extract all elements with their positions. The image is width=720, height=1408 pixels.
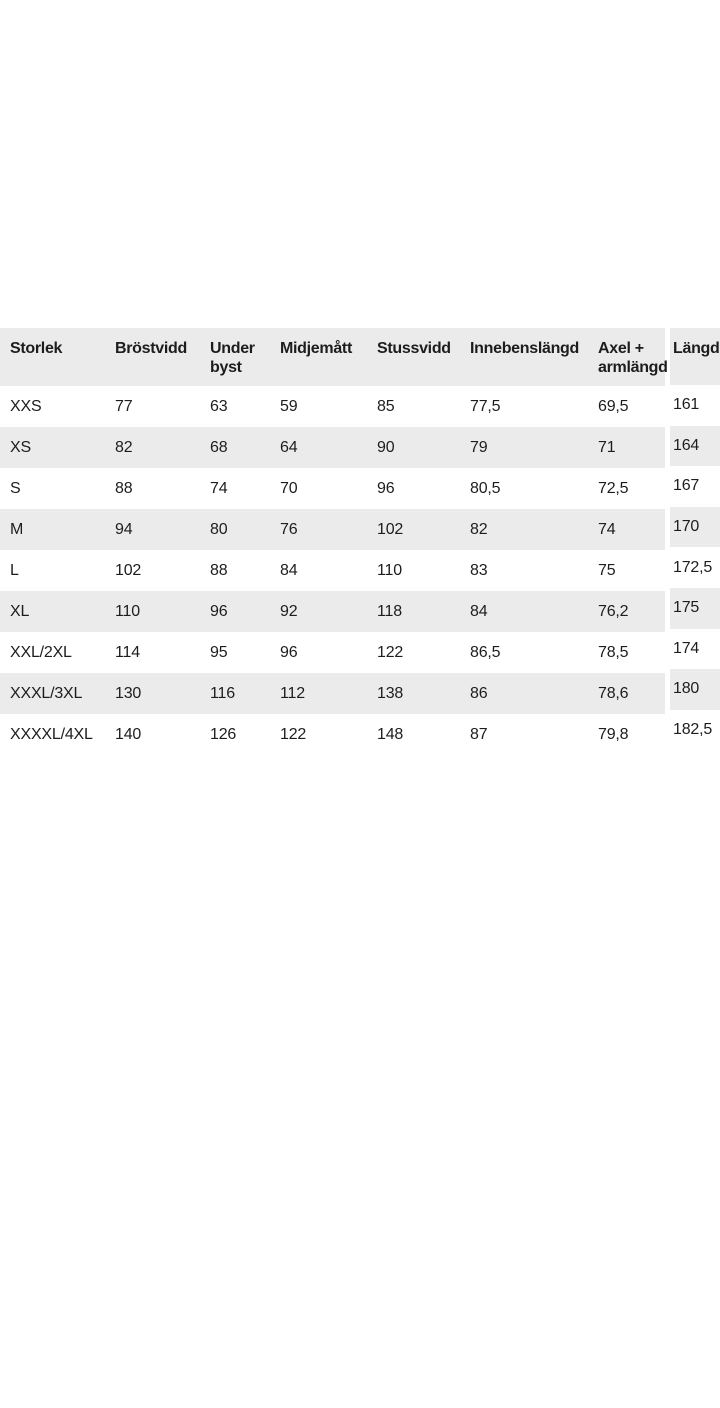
value-cell: 110: [115, 602, 140, 620]
header-cell: Stussvidd: [377, 340, 451, 357]
langd-value-cell: 182,5: [673, 721, 713, 739]
header-cell: Innebenslängd: [470, 340, 579, 357]
header-cell: Storlek: [10, 340, 63, 357]
value-cell: 95: [210, 643, 228, 661]
size-row-m: M 94 80 76 102 82 74: [0, 509, 665, 550]
value-cell: 102: [115, 561, 142, 579]
value-cell: 86,5: [470, 643, 501, 661]
value-cell: 69,5: [598, 397, 629, 415]
value-cell: 72,5: [598, 479, 629, 497]
value-cell: 71: [598, 438, 616, 456]
size-guide-table: Storlek Bröstvidd Under byst Midjemått Stuss…: [0, 328, 720, 755]
value-cell: 88: [115, 479, 133, 497]
value-cell: 140: [115, 725, 142, 743]
value-cell: 96: [210, 602, 228, 620]
value-cell: 114: [115, 643, 140, 661]
value-cell: 126: [210, 725, 237, 743]
header-cell: Under byst: [210, 340, 255, 376]
value-cell: 64: [280, 438, 298, 456]
value-cell: 138: [377, 684, 404, 702]
value-cell: 76,2: [598, 602, 629, 620]
value-cell: 87: [470, 725, 488, 743]
langd-value-cell: 175: [670, 587, 720, 629]
value-cell: 79: [470, 438, 488, 456]
value-cell: 74: [210, 479, 228, 497]
langd-value-cell: 174: [673, 639, 700, 657]
size-row-xs: XS 82 68 64 90 79 71: [0, 427, 665, 468]
row-label-cell: XXS: [10, 397, 42, 415]
value-cell: 130: [115, 684, 142, 702]
value-cell: 68: [210, 438, 228, 456]
value-cell: 94: [115, 520, 133, 538]
header-cell: Midjemått: [280, 340, 352, 357]
size-table-header-row: Storlek Bröstvidd Under byst Midjemått Stuss…: [0, 328, 668, 386]
value-cell: 80: [210, 520, 228, 538]
langd-value-cell: 180: [670, 669, 720, 710]
langd-value-cell: 170: [670, 506, 720, 548]
langd-value-cell: 164: [670, 425, 720, 467]
value-cell: 78,6: [598, 684, 629, 702]
value-cell: 122: [280, 725, 307, 743]
header-cell: Bröstvidd: [115, 340, 187, 357]
row-label-cell: XL: [10, 602, 30, 620]
value-cell: 80,5: [470, 479, 501, 497]
value-cell: 77: [115, 397, 133, 415]
value-cell: 63: [210, 397, 228, 415]
value-cell: 79,8: [598, 725, 629, 743]
value-cell: 148: [377, 725, 404, 743]
size-row-xxxxl-4xl: XXXXL/4XL 140 126 122 148 87 79,8: [0, 714, 665, 755]
value-cell: 110: [377, 561, 402, 579]
value-cell: 92: [280, 602, 298, 620]
value-cell: 84: [280, 561, 298, 579]
size-row-l: L 102 88 84 110 83 75: [0, 550, 665, 591]
size-table-langd-column: Längd 161 164 167 170 172,5 175 174 180 182,5: [670, 328, 720, 750]
value-cell: 86: [470, 684, 488, 702]
value-cell: 74: [598, 520, 616, 538]
size-row-xxxl-3xl: XXXL/3XL 130 116 112 138 86 78,6: [0, 673, 665, 714]
row-label-cell: XXXL/3XL: [10, 684, 83, 702]
value-cell: 112: [280, 684, 305, 702]
row-label-cell: XXXXL/4XL: [10, 725, 93, 743]
row-label-cell: XS: [10, 438, 31, 456]
langd-value-cell: 172,5: [673, 558, 713, 576]
row-label-cell: S: [10, 479, 21, 497]
value-cell: 118: [377, 602, 402, 620]
row-label-cell: XXL/2XL: [10, 643, 72, 661]
value-cell: 84: [470, 602, 488, 620]
row-label-cell: L: [10, 561, 19, 579]
value-cell: 82: [470, 520, 488, 538]
value-cell: 96: [377, 479, 395, 497]
page: { "colors": { "background": "#ffffff", "…: [0, 328, 720, 1408]
langd-header-cell: Längd: [670, 328, 720, 385]
size-row-xxs: XXS 77 63 59 85 77,5 69,5: [0, 386, 665, 427]
langd-value-cell: 161: [673, 396, 700, 414]
value-cell: 77,5: [470, 397, 501, 415]
value-cell: 75: [598, 561, 616, 579]
value-cell: 102: [377, 520, 404, 538]
row-label-cell: M: [10, 520, 24, 538]
size-row-s: S 88 74 70 96 80,5 72,5: [0, 468, 665, 509]
value-cell: 83: [470, 561, 488, 579]
value-cell: 116: [210, 684, 235, 702]
value-cell: 59: [280, 397, 298, 415]
value-cell: 88: [210, 561, 228, 579]
value-cell: 76: [280, 520, 298, 538]
value-cell: 82: [115, 438, 133, 456]
value-cell: 85: [377, 397, 395, 415]
size-table-main: Storlek Bröstvidd Under byst Midjemått Stuss…: [0, 328, 668, 755]
value-cell: 122: [377, 643, 404, 661]
value-cell: 96: [280, 643, 298, 661]
size-row-xxl-2xl: XXL/2XL 114 95 96 122 86,5 78,5: [0, 632, 665, 673]
size-row-xl: XL 110 96 92 118 84 76,2: [0, 591, 665, 632]
header-cell: Axel + armlängd: [598, 340, 668, 376]
value-cell: 90: [377, 438, 395, 456]
value-cell: 78,5: [598, 643, 629, 661]
value-cell: 70: [280, 479, 298, 497]
langd-value-cell: 167: [673, 477, 700, 495]
